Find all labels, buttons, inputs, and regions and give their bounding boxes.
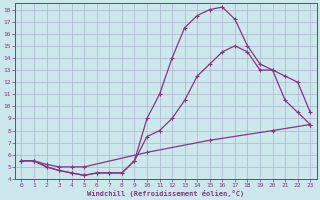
X-axis label: Windchill (Refroidissement éolien,°C): Windchill (Refroidissement éolien,°C)	[87, 190, 244, 197]
